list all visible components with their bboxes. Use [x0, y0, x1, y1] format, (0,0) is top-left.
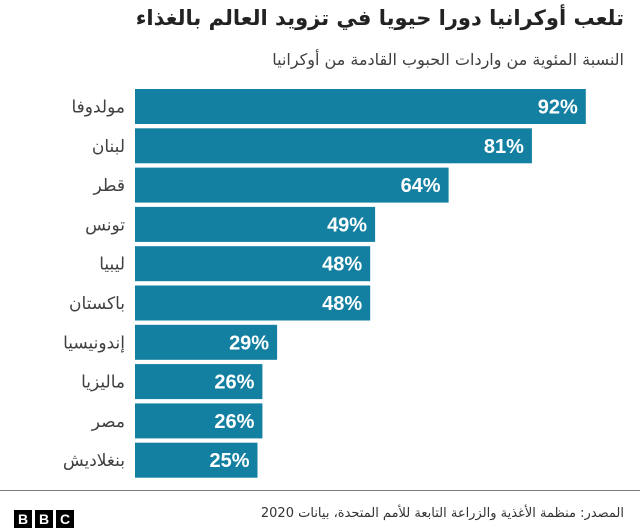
category-label: تونس: [85, 215, 125, 235]
bar: [135, 403, 263, 439]
chart-subtitle: النسبة المئوية من واردات الحبوب القادمة …: [272, 50, 624, 69]
data-label: 81%: [484, 136, 524, 158]
source-note: المصدر: منظمة الأغذية والزراعة التابعة ل…: [260, 506, 624, 521]
data-label: 29%: [229, 332, 269, 354]
chart-title: تلعب أوكرانيا دورا حيويا في تزويد العالم…: [135, 6, 624, 30]
bar: [135, 324, 278, 360]
data-label: 48%: [322, 254, 362, 276]
category-label: قطر: [93, 176, 125, 196]
category-label: ماليزيا: [81, 373, 125, 393]
data-label: 92%: [538, 97, 578, 119]
category-label: لبنان: [92, 137, 125, 157]
data-label: 49%: [327, 214, 367, 236]
data-label: 25%: [209, 450, 249, 472]
category-label: مصر: [91, 412, 125, 432]
bar: [135, 442, 258, 478]
category-label: إندونيسيا: [63, 333, 125, 353]
bar: [135, 285, 371, 321]
category-label: مولدوفا: [71, 98, 125, 118]
bbc-logo: B B C: [14, 510, 74, 528]
data-label: 48%: [322, 293, 362, 315]
bbc-logo-letter: B: [14, 510, 32, 528]
bar: [135, 167, 449, 203]
bbc-logo-letter: B: [35, 510, 53, 528]
data-label: 26%: [214, 372, 254, 394]
bar: [135, 206, 376, 242]
data-label: 26%: [214, 411, 254, 433]
data-label: 64%: [401, 175, 441, 197]
category-label: باكستان: [69, 294, 125, 314]
bbc-logo-letter: C: [56, 510, 74, 528]
bar-chart: 92% مولدوفا 81% لبنان 64% قطر 49% تونس 48% ليبيا 4…: [63, 89, 586, 478]
footer-divider: [0, 490, 640, 491]
bar: [135, 364, 263, 400]
category-label: بنغلاديش: [63, 451, 125, 471]
bar: [135, 128, 532, 164]
category-label: ليبيا: [99, 255, 125, 275]
bar: [135, 89, 586, 124]
bar: [135, 246, 371, 282]
